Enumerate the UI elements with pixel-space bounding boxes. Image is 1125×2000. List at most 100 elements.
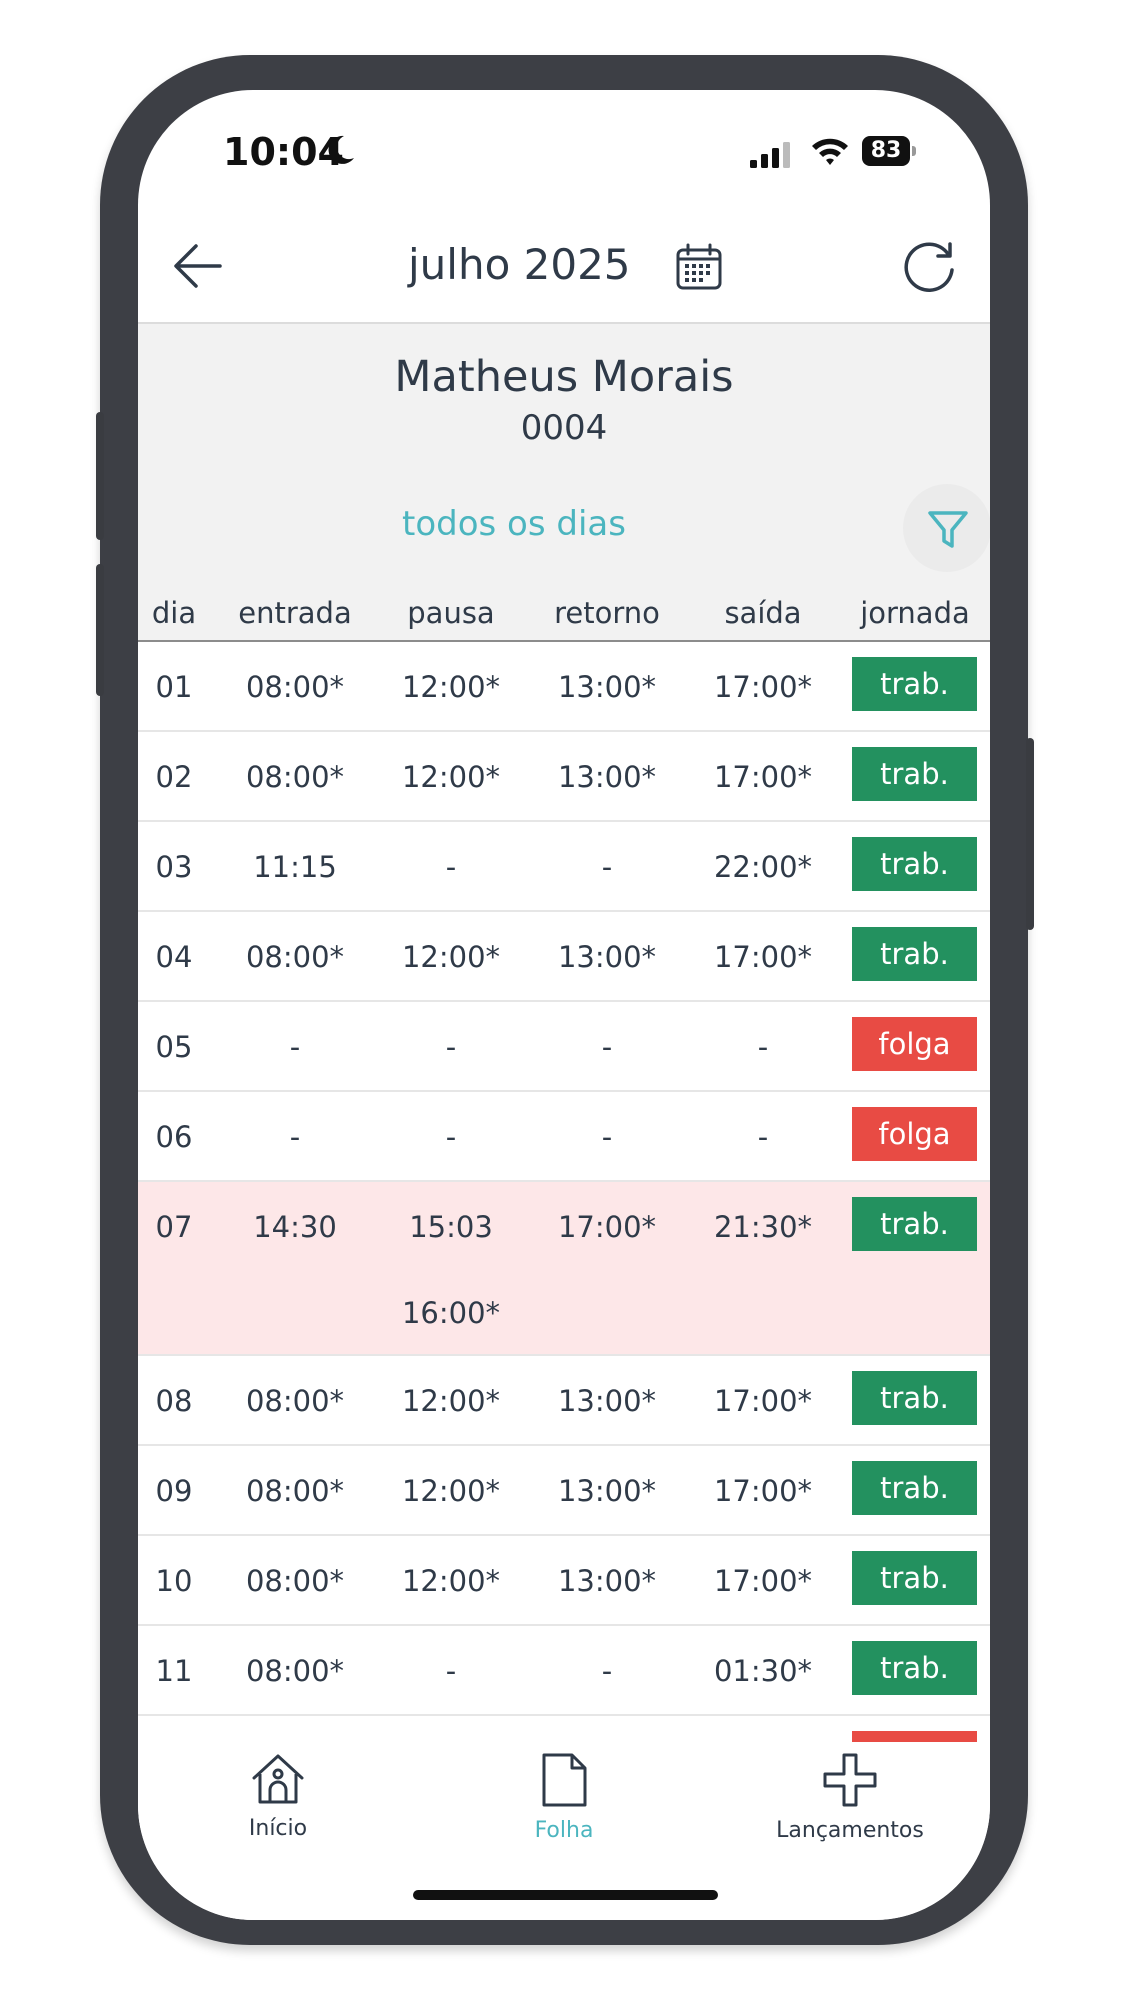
status-bar: 10:04 83 xyxy=(138,90,990,210)
cell-entrada: 08:00* xyxy=(245,1654,345,1688)
cell-retorno: 13:00* xyxy=(557,1564,657,1598)
home-icon xyxy=(252,1754,304,1804)
cell-retorno: 13:00* xyxy=(557,940,657,974)
cell-retorno: 13:00* xyxy=(557,1474,657,1508)
table-header: dia entrada pausa retorno saída jornada xyxy=(138,584,990,642)
table-row[interactable]: 01 08:00* 12:00* 13:00* 17:00* trab. xyxy=(138,642,990,732)
cell-saida: 17:00* xyxy=(713,760,813,794)
jornada-badge: trab. xyxy=(852,1461,977,1515)
cell-pausa: 12:00* xyxy=(401,1564,501,1598)
table-row[interactable]: 04 08:00* 12:00* 13:00* 17:00* trab. xyxy=(138,912,990,1002)
table-row[interactable]: 03 11:15 - - 22:00* trab. xyxy=(138,822,990,912)
cell-pausa: 12:00* xyxy=(401,940,501,974)
cell-entrada: - xyxy=(289,1120,301,1154)
column-header-jornada: jornada xyxy=(860,596,970,630)
filter-button[interactable] xyxy=(903,484,990,572)
cell-retorno: - xyxy=(601,1120,613,1154)
moon-icon xyxy=(328,135,354,164)
side-button-mute xyxy=(96,412,104,540)
cell-retorno: 17:00* xyxy=(557,1210,657,1244)
back-arrow-icon[interactable] xyxy=(168,238,228,294)
home-indicator[interactable] xyxy=(413,1890,718,1900)
cell-retorno: 13:00* xyxy=(557,1384,657,1418)
cell-dia: 03 xyxy=(155,850,193,884)
plus-icon xyxy=(823,1753,877,1807)
table-row[interactable]: 02 08:00* 12:00* 13:00* 17:00* trab. xyxy=(138,732,990,822)
cell-pausa: - xyxy=(445,1120,457,1154)
cell-saida: 17:00* xyxy=(713,1384,813,1418)
nav-item-lancamentos[interactable]: Lançamentos xyxy=(750,1752,950,1843)
cell-saida: 17:00* xyxy=(713,670,813,704)
employee-code: 0004 xyxy=(520,408,608,448)
cell-saida: 17:00* xyxy=(713,1564,813,1598)
column-header-entrada: entrada xyxy=(238,596,352,630)
jornada-badge: trab. xyxy=(852,657,977,711)
table-row[interactable]: 10 08:00* 12:00* 13:00* 17:00* trab. xyxy=(138,1536,990,1626)
cell-retorno: 13:00* xyxy=(557,760,657,794)
screen: 10:04 83 julho 2025 xyxy=(138,90,990,1920)
cell-dia: 11 xyxy=(155,1654,193,1688)
table-row[interactable]: 08 08:00* 12:00* 13:00* 17:00* trab. xyxy=(138,1356,990,1446)
table-row[interactable]: 11 08:00* - - 01:30* trab. xyxy=(138,1626,990,1716)
cell-saida: 01:30* xyxy=(713,1654,813,1688)
cell-entrada: 08:00* xyxy=(245,1384,345,1418)
nav-label-lancamentos: Lançamentos xyxy=(776,1818,924,1843)
jornada-badge: trab. xyxy=(852,1641,977,1695)
cell-pausa: 15:03 xyxy=(409,1210,493,1244)
refresh-icon[interactable] xyxy=(900,240,958,298)
nav-label-inicio: Início xyxy=(248,1816,308,1841)
cell-entrada: - xyxy=(289,1030,301,1064)
filter-label[interactable]: todos os dias xyxy=(402,504,626,544)
cell-pausa: 12:00* xyxy=(401,670,501,704)
cell-retorno: - xyxy=(601,1030,613,1064)
cell-retorno: - xyxy=(601,1654,613,1688)
cell-pausa: 12:00* xyxy=(401,760,501,794)
calendar-icon[interactable] xyxy=(674,242,724,292)
table-row[interactable]: 12 - - - - folga xyxy=(138,1716,990,1742)
cell-dia: 01 xyxy=(155,670,193,704)
status-time: 10:04 xyxy=(223,130,344,174)
jornada-badge: trab. xyxy=(852,1551,977,1605)
cell-saida: 21:30* xyxy=(713,1210,813,1244)
side-button-power xyxy=(1026,738,1034,930)
side-button-volume xyxy=(96,564,104,696)
jornada-badge: folga xyxy=(852,1731,977,1742)
cell-dia: 10 xyxy=(155,1564,193,1598)
battery-tip xyxy=(912,146,916,156)
cell-entrada: 08:00* xyxy=(245,940,345,974)
cell-dia: 08 xyxy=(155,1384,193,1418)
header: julho 2025 xyxy=(138,210,990,324)
table-row[interactable]: 05 - - - - folga xyxy=(138,1002,990,1092)
table-row-highlighted[interactable]: 07 14:30 15:03 16:00* 17:00* 21:30* trab… xyxy=(138,1182,990,1356)
cell-pausa: - xyxy=(445,1030,457,1064)
jornada-badge: trab. xyxy=(852,837,977,891)
table-row[interactable]: 06 - - - - folga xyxy=(138,1092,990,1182)
cell-retorno: 13:00* xyxy=(557,670,657,704)
nav-item-inicio[interactable]: Início xyxy=(178,1752,378,1841)
jornada-badge: trab. xyxy=(852,1371,977,1425)
nav-item-folha[interactable]: Folha xyxy=(464,1752,664,1843)
cell-retorno: - xyxy=(601,850,613,884)
battery-indicator: 83 xyxy=(862,136,910,166)
cellular-signal-icon xyxy=(750,142,790,168)
jornada-badge: trab. xyxy=(852,747,977,801)
cell-dia: 09 xyxy=(155,1474,193,1508)
cell-dia: 04 xyxy=(155,940,193,974)
jornada-badge: trab. xyxy=(852,927,977,981)
cell-dia: 07 xyxy=(155,1210,193,1244)
cell-pausa: 12:00* xyxy=(401,1384,501,1418)
cell-entrada: 08:00* xyxy=(245,1564,345,1598)
table-row[interactable]: 09 08:00* 12:00* 13:00* 17:00* trab. xyxy=(138,1446,990,1536)
cell-entrada: 08:00* xyxy=(245,1474,345,1508)
nav-label-folha: Folha xyxy=(534,1818,594,1843)
timesheet-table: 01 08:00* 12:00* 13:00* 17:00* trab. 02 … xyxy=(138,642,990,1742)
wifi-icon xyxy=(812,138,848,165)
column-header-pausa: pausa xyxy=(407,596,495,630)
column-header-dia: dia xyxy=(151,596,197,630)
month-title[interactable]: julho 2025 xyxy=(408,240,631,289)
cell-saida: - xyxy=(757,1120,769,1154)
cell-saida: - xyxy=(757,1030,769,1064)
employee-name: Matheus Morais xyxy=(394,352,734,402)
cell-pausa: 12:00* xyxy=(401,1474,501,1508)
cell-pausa: - xyxy=(445,850,457,884)
